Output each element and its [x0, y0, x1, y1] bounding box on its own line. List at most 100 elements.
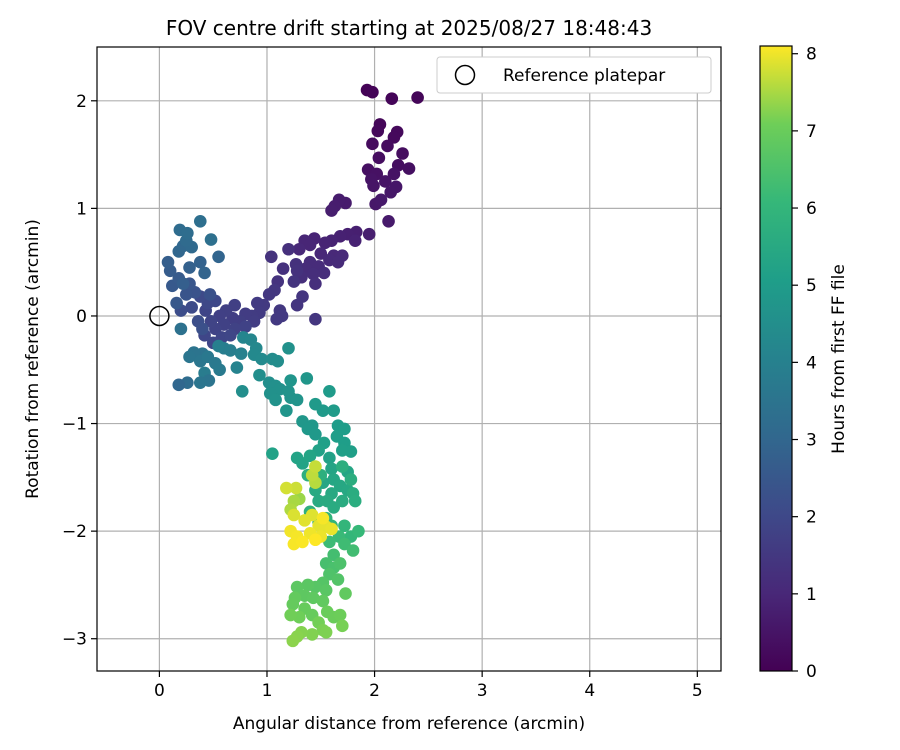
- colorbar-frame: [759, 45, 793, 672]
- data-point: [286, 634, 300, 648]
- data-point: [411, 91, 424, 104]
- reference-marker-group: [149, 305, 170, 327]
- data-point: [366, 85, 379, 99]
- data-point: [312, 494, 325, 508]
- colorbar-tick-label: 8: [806, 45, 817, 65]
- data-point: [290, 393, 304, 407]
- colorbar-tick-label: 5: [806, 276, 817, 296]
- data-point: [290, 580, 304, 594]
- data-point: [280, 404, 293, 417]
- data-point: [396, 147, 409, 160]
- data-point: [213, 363, 226, 377]
- y-tick-label: −1: [62, 415, 87, 435]
- data-point: [331, 573, 345, 586]
- data-point: [292, 242, 306, 256]
- colorbar-tick-label: 1: [806, 585, 817, 605]
- data-point: [316, 404, 330, 417]
- data-point: [235, 384, 249, 398]
- data-point: [266, 447, 279, 460]
- data-point: [384, 185, 398, 199]
- data-point: [303, 238, 317, 252]
- data-point: [323, 384, 336, 398]
- data-point: [305, 628, 319, 641]
- y-tick-label: −2: [62, 522, 87, 542]
- data-point: [290, 298, 304, 312]
- data-point: [382, 214, 395, 228]
- data-point: [298, 514, 311, 527]
- data-point: [325, 522, 338, 536]
- data-point: [309, 277, 322, 290]
- data-point: [303, 449, 317, 463]
- data-point: [318, 236, 332, 250]
- x-tick-label: 4: [584, 681, 595, 701]
- colorbar-ticks: 0 1 2 3 4 5 6 7 8: [792, 45, 817, 682]
- data-point: [348, 234, 362, 247]
- data-point: [161, 255, 175, 269]
- y-tick-label: 0: [76, 307, 87, 327]
- data-point: [362, 227, 376, 241]
- data-point: [372, 151, 386, 165]
- data-point: [176, 277, 190, 290]
- x-tick-label: 5: [692, 681, 703, 701]
- y-axis-label: Rotation from reference (arcmin): [23, 219, 43, 499]
- data-point: [270, 312, 283, 326]
- y-tick-label: 2: [76, 92, 87, 112]
- data-point: [306, 591, 320, 605]
- data-point: [344, 473, 358, 486]
- data-point: [276, 262, 290, 275]
- colorbar-tick-label: 3: [806, 431, 817, 451]
- data-point: [300, 372, 314, 385]
- data-point: [183, 350, 196, 364]
- data-point: [379, 175, 392, 188]
- data-point: [185, 301, 198, 314]
- data-point: [198, 266, 211, 280]
- data-point: [335, 444, 349, 457]
- x-tick-label: 0: [154, 681, 165, 701]
- colorbar-tick-label: 0: [806, 662, 817, 682]
- data-point: [338, 537, 351, 551]
- data-point: [212, 339, 225, 353]
- data-point: [338, 519, 351, 533]
- data-point: [335, 460, 349, 473]
- data-point: [290, 264, 304, 278]
- data-point: [287, 508, 301, 522]
- data-point: [262, 288, 276, 301]
- data-point: [170, 296, 183, 310]
- legend-box: [436, 56, 712, 94]
- data-point: [309, 533, 322, 547]
- colorbar-tick-label: 6: [806, 199, 817, 219]
- data-point: [280, 481, 293, 495]
- data-point: [284, 374, 297, 387]
- plot-frame: [96, 46, 722, 672]
- data-point: [309, 312, 322, 326]
- data-point: [301, 578, 315, 592]
- data-point: [316, 594, 330, 608]
- data-point: [287, 275, 301, 288]
- legend: Reference platepar: [436, 56, 712, 94]
- data-point: [385, 92, 399, 105]
- colorbar-tick-label: 7: [806, 122, 817, 142]
- data-point: [181, 226, 194, 240]
- colorbar-label: Hours from first FF file: [829, 264, 849, 454]
- data-point: [239, 320, 252, 334]
- data-point: [319, 584, 333, 597]
- data-point: [183, 261, 196, 274]
- y-tick-label: −3: [62, 630, 87, 650]
- reference-platepar-marker: [149, 305, 170, 327]
- y-axis-ticks: −3 −2 −1 0 1 2: [62, 92, 97, 650]
- data-point: [367, 179, 380, 193]
- data-point: [402, 162, 416, 175]
- data-point: [348, 494, 362, 508]
- data-point: [289, 481, 303, 495]
- data-point: [204, 315, 218, 328]
- data-point: [253, 368, 266, 382]
- chart-title: FOV centre drift starting at 2025/08/27 …: [166, 16, 652, 40]
- data-point: [286, 597, 300, 611]
- data-point: [317, 266, 331, 280]
- legend-reference-marker: [454, 64, 476, 86]
- data-point: [325, 462, 338, 476]
- scatter-points: [161, 83, 424, 648]
- x-axis-label: Angular distance from reference (arcmin): [233, 714, 585, 734]
